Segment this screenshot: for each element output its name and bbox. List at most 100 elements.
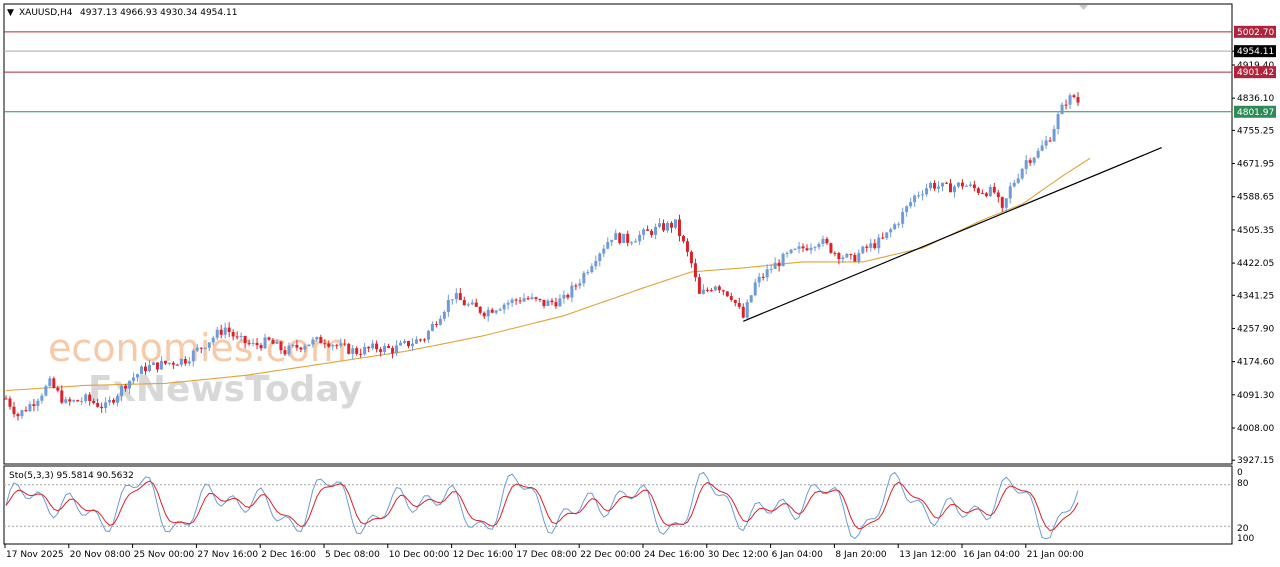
candle [303,343,307,353]
candle [586,269,590,276]
candle [454,288,458,304]
candle [195,344,199,353]
candle [422,338,426,343]
candle [873,239,877,250]
candle [765,264,769,282]
stoch-panel-frame [3,465,1233,545]
collapse-arrow-icon[interactable]: ▼ [7,8,14,18]
candle [502,302,506,314]
candle [646,225,650,231]
candle [741,303,745,319]
candle [187,357,191,367]
candle [414,336,418,344]
x-tick-label: 12 Dec 16:00 [453,550,514,560]
candle [518,297,522,304]
candle [590,263,594,274]
candle [430,321,434,332]
stoch-tick-label: 0 [1237,468,1243,478]
candle [913,194,917,207]
candle [713,285,717,292]
x-tick-label: 16 Jan 04:00 [963,550,1020,560]
candle [147,360,151,373]
candle [175,363,179,366]
candle [829,242,833,254]
candle [100,402,104,413]
candle [56,385,60,393]
candle [351,344,355,360]
candle [1004,198,1008,213]
x-tick-label: 20 Nov 08:00 [70,550,131,560]
candle [219,324,223,339]
x-tick-label: 25 Nov 00:00 [134,550,195,560]
candle [853,252,857,263]
candle [984,192,988,198]
candle [108,396,112,406]
stoch-tick-label: 80 [1237,479,1249,489]
support-trendline[interactable] [743,147,1162,322]
candle [227,322,231,337]
candle [929,181,933,191]
candle [239,332,243,342]
candle [542,299,546,309]
candle [701,284,705,295]
candle [809,243,813,254]
candle [1072,93,1076,99]
y-tick-label: 3927.15 [1237,456,1274,466]
candle [132,372,136,385]
candle [658,218,662,229]
candle [482,311,486,320]
candle [1032,156,1036,166]
candle [183,356,187,366]
candle [446,294,450,317]
candle [797,241,801,254]
candle [753,278,757,297]
candle [968,181,972,188]
candle [211,335,215,346]
candle [410,338,414,351]
y-tick-label: 4588.65 [1237,193,1274,203]
candle [526,295,530,301]
candle [721,289,725,296]
candle [606,237,610,250]
candle [124,383,128,392]
candle [339,338,343,348]
candle [562,290,566,304]
candle [638,230,642,246]
candle [112,398,116,405]
candle [470,299,474,306]
x-tick-label: 22 Dec 00:00 [580,550,641,560]
candle [705,287,709,293]
candle [709,288,713,292]
candle [869,238,873,252]
candle [291,343,295,348]
candle [319,334,323,344]
candle [570,281,574,303]
candle [28,401,32,413]
x-tick-label: 27 Nov 16:00 [197,550,258,560]
candle [717,284,721,293]
shift-marker-icon[interactable] [1079,5,1088,10]
candle [909,197,913,209]
candle [693,258,697,282]
candle [813,246,817,252]
candle [865,244,869,253]
candle [279,340,283,354]
y-tick-label: 4755.25 [1237,126,1274,136]
candle [925,183,929,197]
candle [462,296,466,306]
candle [486,306,490,322]
candle [231,329,235,341]
candle [674,219,678,230]
candle [534,296,538,302]
candle [769,264,773,274]
candle [941,182,945,192]
x-tick-label: 17 Dec 08:00 [516,550,577,560]
candle [626,230,630,247]
candle [594,255,598,270]
svg-text:4954.11: 4954.11 [1237,47,1274,57]
candle [849,253,853,260]
x-tick-label: 24 Dec 16:00 [644,550,705,560]
candle [901,207,905,228]
candle [191,348,195,367]
candle [315,336,319,342]
